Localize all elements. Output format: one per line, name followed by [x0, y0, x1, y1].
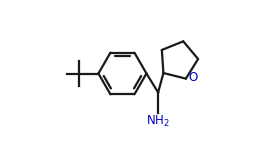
- Text: NH$_2$: NH$_2$: [146, 114, 170, 129]
- Text: O: O: [189, 71, 198, 84]
